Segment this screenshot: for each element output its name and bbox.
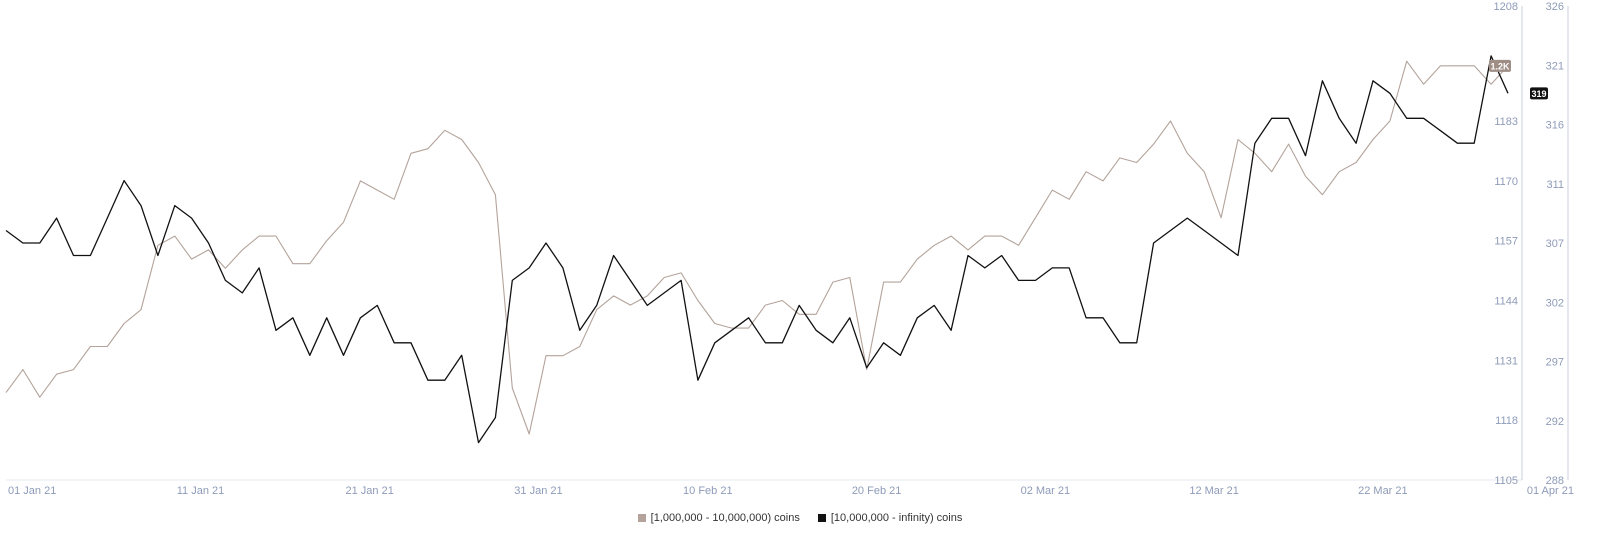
x-tick-label: 12 Mar 21 (1189, 485, 1239, 497)
series-end-label-2: 319 (1531, 89, 1546, 99)
left-y-tick-labels: 1208 1183 1170 1157 1144 1131 1118 1105 (1494, 1, 1518, 487)
x-tick-label: 01 Jan 21 (8, 485, 56, 497)
left-y-tick-label: 1105 (1494, 475, 1518, 487)
left-y-tick-label: 1144 (1494, 296, 1518, 308)
right-y-tick-label: 307 (1546, 238, 1564, 250)
x-tick-label: 31 Jan 21 (514, 485, 562, 497)
right-y-tick-label: 326 (1546, 1, 1564, 13)
x-tick-label: 10 Feb 21 (683, 485, 733, 497)
legend-swatch-series-1 (637, 514, 646, 522)
series-line-2 (5, 55, 1509, 444)
x-tick-label: 21 Jan 21 (346, 485, 394, 497)
legend-swatch-series-2 (817, 514, 826, 522)
series-lines (5, 55, 1509, 444)
left-y-tick-label: 1131 (1494, 355, 1518, 367)
series-end-badge-2 (1530, 87, 1548, 100)
left-y-tick-label: 1183 (1494, 116, 1518, 128)
left-y-tick-label: 1170 (1494, 176, 1518, 188)
right-y-tick-label: 292 (1546, 416, 1564, 428)
series-end-labels: 1.2K 319 (1489, 59, 1548, 100)
right-y-tick-label: 297 (1546, 357, 1564, 369)
series-end-badge-1 (1489, 59, 1511, 72)
x-tick-label: 01 Apr 21 (1527, 485, 1574, 497)
x-tick-label: 22 Mar 21 (1358, 485, 1408, 497)
legend-label-series-2: [10,000,000 - infinity) coins (830, 512, 963, 524)
x-tick-label: 11 Jan 21 (177, 485, 225, 497)
right-y-tick-label: 311 (1546, 179, 1564, 191)
series-line-1 (5, 60, 1509, 435)
left-y-tick-label: 1208 (1494, 1, 1518, 13)
x-tick-labels: 01 Jan 21 11 Jan 21 21 Jan 21 31 Jan 21 10 F… (8, 485, 1574, 497)
left-y-tick-label: 1157 (1494, 236, 1518, 248)
series-end-label-1: 1.2K (1490, 61, 1510, 71)
right-y-tick-labels: 326 321 316 311 307 302 297 292 288 (1546, 1, 1564, 487)
left-y-tick-label: 1118 (1495, 415, 1518, 427)
legend-item-series-2[interactable]: [10,000,000 - infinity) coins (817, 512, 963, 524)
legend-item-series-1[interactable]: [1,000,000 - 10,000,000) coins (637, 512, 800, 524)
right-y-tick-label: 302 (1546, 297, 1564, 309)
legend: [1,000,000 - 10,000,000) coins [10,000,0… (0, 512, 1600, 524)
right-y-tick-label: 288 (1546, 475, 1564, 487)
x-tick-label: 02 Mar 21 (1021, 485, 1071, 497)
legend-label-series-1: [1,000,000 - 10,000,000) coins (650, 512, 800, 524)
right-y-tick-label: 316 (1546, 120, 1564, 132)
right-y-tick-label: 321 (1546, 60, 1564, 72)
x-tick-label: 20 Feb 21 (852, 485, 902, 497)
